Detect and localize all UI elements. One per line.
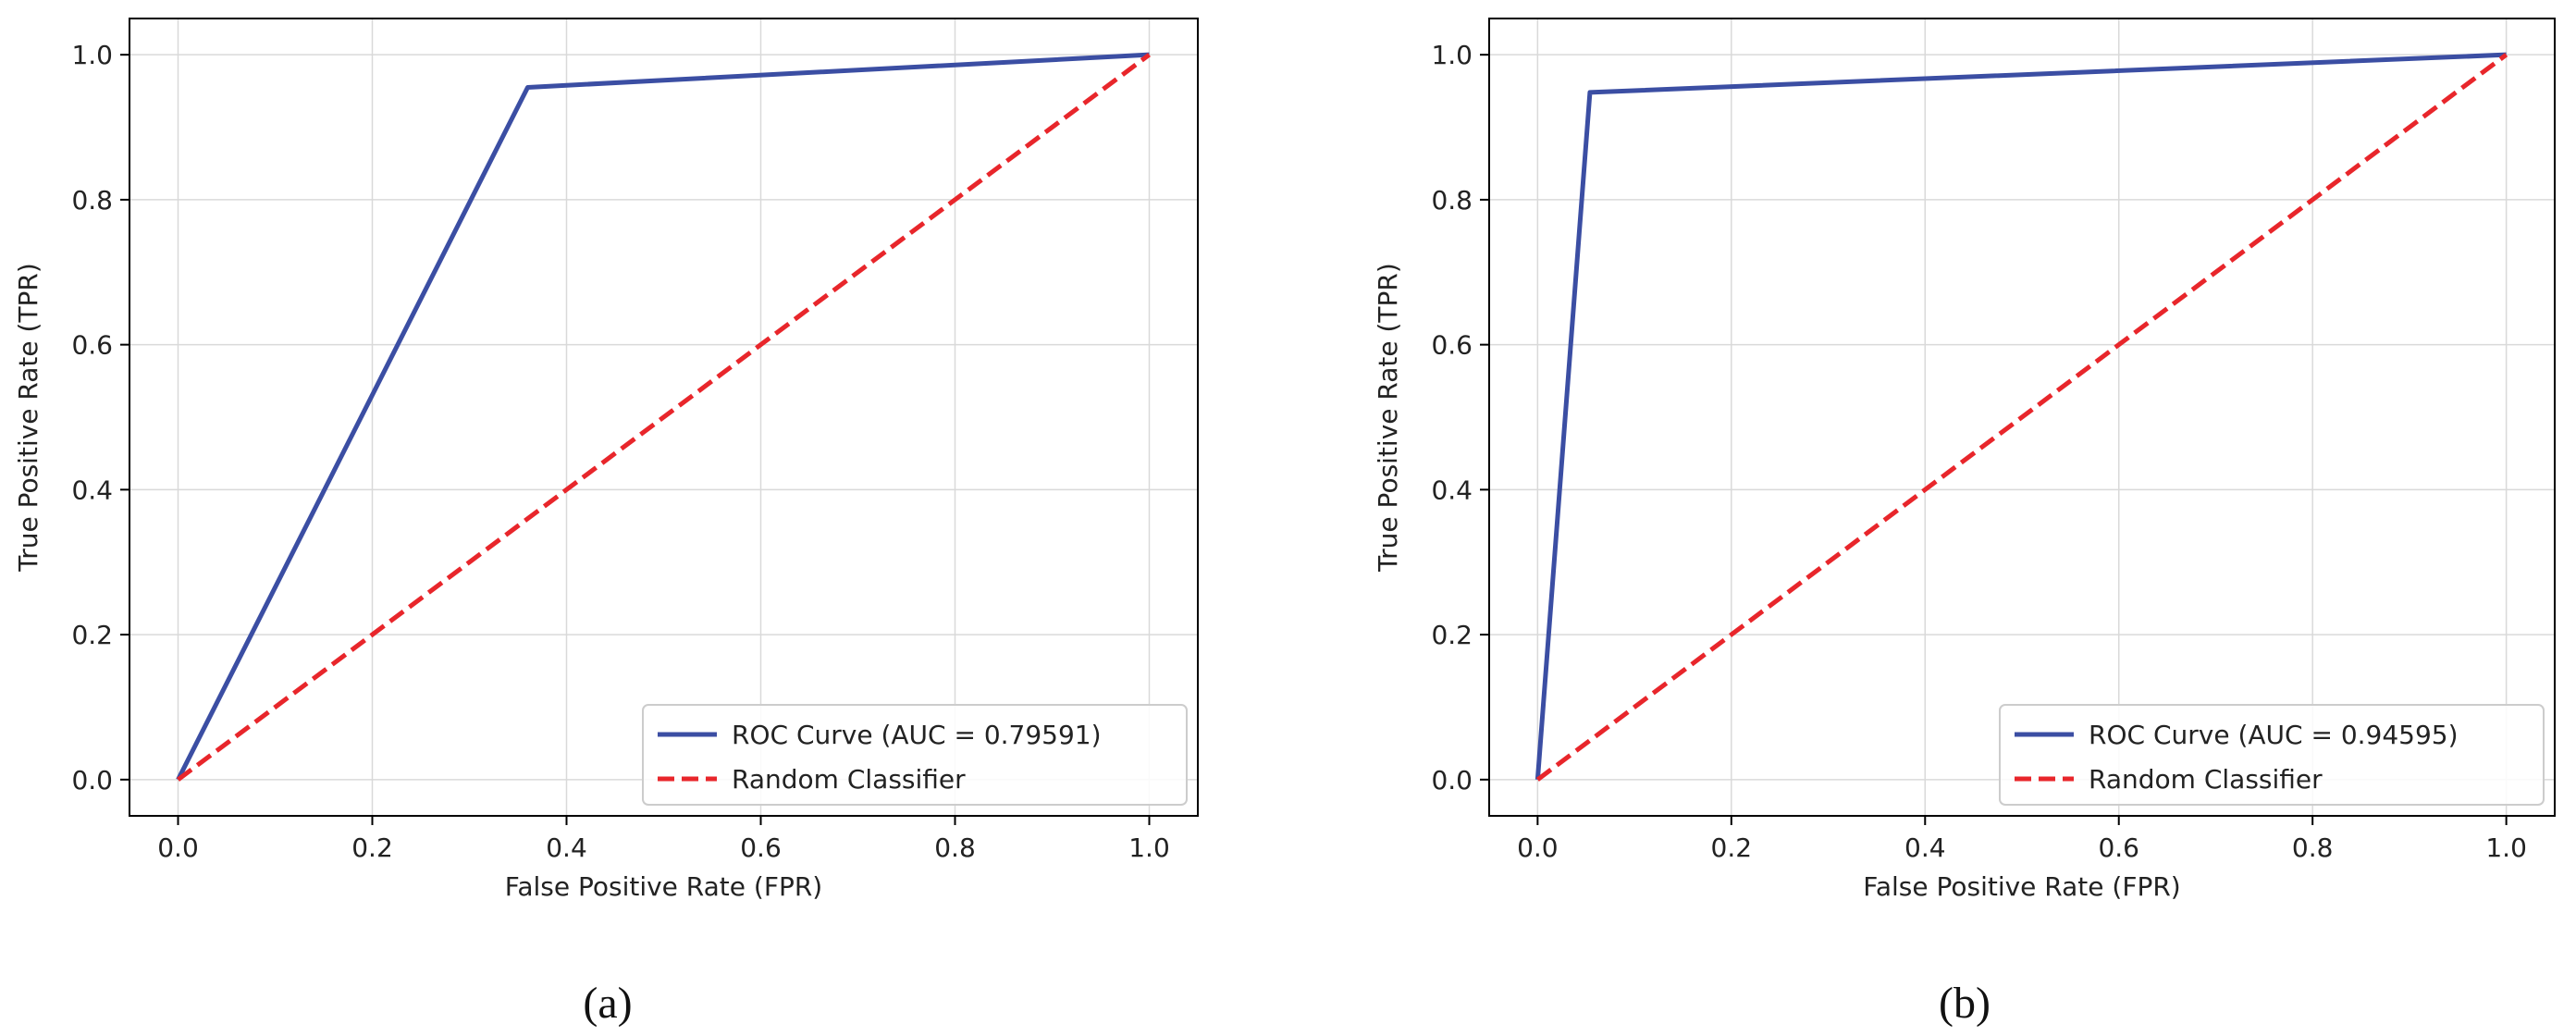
legend-label: Random Classifier — [732, 764, 966, 795]
x-tick-label: 1.0 — [2485, 832, 2527, 863]
y-tick-label: 0.2 — [71, 620, 113, 650]
x-tick-label: 1.0 — [1128, 832, 1170, 863]
subfigure-caption: (b) — [1939, 979, 1991, 1028]
x-tick-label: 0.6 — [740, 832, 782, 863]
x-tick-label: 0.8 — [2292, 832, 2334, 863]
y-tick-label: 0.6 — [71, 330, 113, 361]
x-tick-label: 0.0 — [157, 832, 199, 863]
y-tick-label: 0.4 — [71, 475, 113, 505]
roc-curve-line — [1535, 52, 2507, 781]
y-axis-label: True Positive Rate (TPR) — [1373, 263, 1403, 573]
roc-chart-b: 0.0 0.2 0.4 0.6 0.8 1.0 0.0 0.2 0.4 0.6 0.8 1.0 Fals… — [1373, 18, 2556, 1028]
x-tick-label: 0.8 — [934, 832, 976, 863]
roc-chart-a: 0.0 0.2 0.4 0.6 0.8 1.0 0.0 0.2 0.4 0.6 0.8 1.0 Fals… — [13, 18, 1199, 1028]
x-tick-label: 0.0 — [1517, 832, 1559, 863]
y-axis-label: True Positive Rate (TPR) — [13, 263, 43, 573]
y-tick-label: 1.0 — [1431, 40, 1473, 70]
x-tick-label: 0.6 — [2098, 832, 2139, 863]
x-tick-label: 0.2 — [1711, 832, 1753, 863]
x-tick-label: 0.2 — [351, 832, 393, 863]
axes-frame — [1488, 18, 2556, 817]
legend-box — [1999, 704, 2545, 806]
legend-label: Random Classifier — [2089, 764, 2323, 795]
axes-frame — [129, 18, 1199, 817]
y-tick-label: 0.0 — [71, 765, 113, 796]
y-tick-label: 1.0 — [71, 40, 113, 70]
random-classifier-line — [177, 53, 1151, 782]
subfigure-caption: (a) — [583, 979, 632, 1028]
x-tick-label: 0.4 — [546, 832, 587, 863]
x-axis-label: False Positive Rate (FPR) — [1863, 871, 2180, 902]
x-axis-label: False Positive Rate (FPR) — [505, 871, 822, 902]
y-tick-label: 0.4 — [1431, 475, 1473, 505]
random-classifier-line — [1535, 53, 2508, 782]
y-tick-label: 0.6 — [1431, 330, 1473, 361]
legend-label: ROC Curve (AUC = 0.94595) — [2089, 720, 2459, 750]
legend-label: ROC Curve (AUC = 0.79591) — [732, 720, 1102, 750]
legend-box — [642, 704, 1188, 806]
x-tick-label: 0.4 — [1904, 832, 1946, 863]
y-tick-label: 0.0 — [1431, 765, 1473, 796]
y-tick-label: 0.8 — [1431, 185, 1473, 216]
y-tick-label: 0.2 — [1431, 620, 1473, 650]
roc-curve-line — [176, 52, 1150, 781]
y-tick-label: 0.8 — [71, 185, 113, 216]
